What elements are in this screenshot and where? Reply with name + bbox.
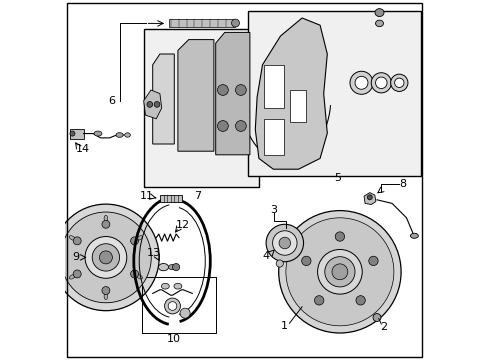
Text: 5: 5 — [334, 173, 341, 183]
Circle shape — [168, 302, 177, 310]
Ellipse shape — [136, 275, 142, 279]
Circle shape — [85, 237, 126, 278]
Circle shape — [355, 296, 365, 305]
Ellipse shape — [409, 233, 418, 238]
Ellipse shape — [69, 275, 75, 279]
Circle shape — [368, 256, 377, 266]
Ellipse shape — [136, 236, 142, 240]
Ellipse shape — [124, 133, 130, 137]
Text: 7: 7 — [194, 191, 201, 201]
Bar — [264, 65, 284, 108]
Text: 4: 4 — [262, 251, 269, 261]
Bar — [70, 129, 83, 139]
Circle shape — [366, 195, 371, 200]
Ellipse shape — [174, 283, 182, 289]
Circle shape — [130, 270, 138, 278]
Circle shape — [180, 308, 190, 318]
Circle shape — [92, 244, 120, 271]
Bar — [143, 29, 258, 187]
Ellipse shape — [374, 9, 383, 17]
Ellipse shape — [161, 283, 169, 289]
Circle shape — [235, 121, 246, 131]
Text: 1: 1 — [281, 321, 288, 331]
Polygon shape — [152, 54, 174, 144]
Circle shape — [314, 296, 323, 305]
Polygon shape — [143, 90, 162, 119]
Circle shape — [265, 224, 303, 262]
Bar — [168, 19, 235, 27]
Ellipse shape — [104, 293, 107, 300]
Circle shape — [70, 131, 75, 136]
Circle shape — [217, 85, 228, 95]
Circle shape — [324, 257, 354, 287]
Circle shape — [154, 102, 160, 107]
Circle shape — [102, 220, 110, 228]
Circle shape — [172, 264, 179, 271]
Text: 2: 2 — [380, 322, 387, 332]
Circle shape — [370, 73, 390, 93]
Circle shape — [53, 204, 159, 311]
Ellipse shape — [69, 236, 75, 240]
Circle shape — [285, 218, 393, 326]
Polygon shape — [178, 40, 213, 151]
Circle shape — [276, 260, 283, 267]
Ellipse shape — [158, 264, 168, 271]
Circle shape — [279, 237, 290, 249]
Circle shape — [278, 211, 400, 333]
Text: 3: 3 — [270, 204, 277, 215]
Text: 8: 8 — [399, 179, 406, 189]
Circle shape — [61, 212, 151, 303]
Ellipse shape — [94, 131, 102, 136]
Text: 13: 13 — [146, 248, 161, 258]
Circle shape — [272, 231, 296, 255]
Text: 6: 6 — [107, 96, 115, 106]
Circle shape — [301, 256, 310, 266]
Circle shape — [73, 237, 81, 245]
Ellipse shape — [375, 20, 383, 27]
Circle shape — [349, 71, 372, 94]
Ellipse shape — [116, 133, 123, 138]
Circle shape — [354, 76, 367, 89]
Text: 12: 12 — [175, 220, 189, 230]
Bar — [264, 119, 284, 155]
Circle shape — [146, 102, 152, 107]
Circle shape — [394, 78, 403, 87]
Circle shape — [102, 287, 110, 294]
Circle shape — [217, 121, 228, 131]
Circle shape — [331, 264, 347, 280]
Circle shape — [73, 270, 81, 278]
Polygon shape — [255, 18, 326, 169]
Bar — [289, 90, 305, 122]
Ellipse shape — [104, 215, 107, 222]
Polygon shape — [363, 193, 375, 204]
Circle shape — [335, 232, 344, 241]
Text: 10: 10 — [167, 334, 181, 344]
Circle shape — [372, 314, 380, 321]
Circle shape — [235, 85, 246, 95]
Bar — [247, 11, 420, 176]
Circle shape — [99, 251, 112, 264]
Text: 11: 11 — [139, 191, 153, 201]
Circle shape — [130, 237, 138, 245]
Polygon shape — [160, 195, 181, 202]
Polygon shape — [215, 32, 249, 155]
Ellipse shape — [231, 19, 239, 27]
Text: 9: 9 — [72, 252, 80, 262]
Ellipse shape — [168, 265, 175, 270]
Circle shape — [390, 74, 407, 91]
Text: 14: 14 — [75, 144, 89, 154]
Circle shape — [375, 77, 386, 89]
Circle shape — [317, 249, 362, 294]
Circle shape — [164, 298, 180, 314]
